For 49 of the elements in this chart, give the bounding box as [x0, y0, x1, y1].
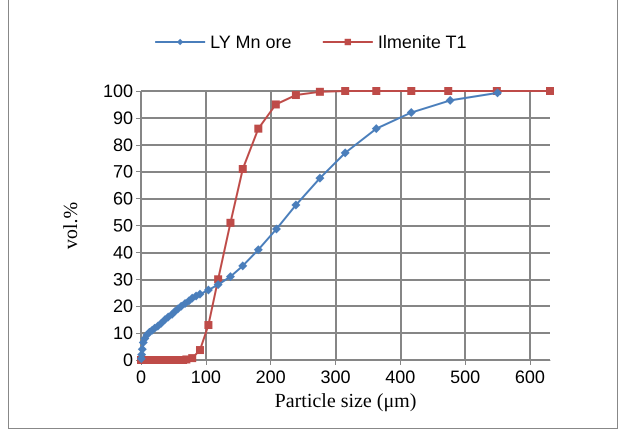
point	[238, 261, 248, 270]
x-tick-label: 600	[514, 367, 545, 387]
x-tick-label: 300	[320, 367, 350, 387]
point	[254, 124, 262, 133]
point	[226, 272, 235, 282]
legend-label: LY Mn ore	[210, 32, 292, 52]
y-tick-label: 70	[112, 162, 133, 182]
point	[316, 88, 324, 96]
point	[444, 87, 452, 95]
point	[196, 346, 204, 354]
point	[446, 96, 455, 105]
point	[493, 88, 502, 98]
x-axis-title: Particle size (μm)	[274, 390, 416, 412]
point	[272, 100, 280, 108]
point	[315, 174, 324, 183]
point	[272, 224, 281, 234]
point	[292, 91, 300, 100]
point	[204, 286, 213, 295]
y-tick-label: 90	[112, 108, 133, 128]
point	[372, 87, 380, 95]
x-tick-label: 200	[256, 367, 286, 387]
point	[546, 87, 554, 95]
y-tick-label: 60	[112, 188, 133, 209]
y-tick-label: 30	[112, 269, 133, 290]
point	[238, 165, 247, 174]
point	[226, 218, 234, 227]
y-tick-label: 10	[112, 323, 133, 344]
y-tick-label: 40	[112, 242, 133, 262]
y-tick-label: 80	[112, 134, 133, 155]
point	[254, 245, 263, 254]
y-tick-label: 50	[112, 216, 133, 236]
y-axis-title: vol.%	[60, 202, 82, 250]
legend-label: Ilmenite T1	[378, 32, 467, 52]
point	[341, 87, 350, 95]
point	[406, 108, 416, 118]
x-tick-label: 0	[136, 367, 146, 387]
x-tick-label: 400	[385, 367, 416, 387]
y-tick-label: 0	[122, 350, 133, 370]
point	[188, 354, 196, 362]
point	[204, 321, 212, 330]
point	[407, 87, 416, 95]
point	[372, 124, 381, 134]
point	[291, 200, 300, 210]
y-tick-label: 100	[102, 81, 133, 101]
x-tick-label: 100	[190, 367, 221, 387]
point	[214, 280, 223, 290]
point	[340, 148, 350, 158]
x-tick-label: 500	[450, 367, 480, 387]
y-tick-label: 20	[112, 296, 133, 316]
